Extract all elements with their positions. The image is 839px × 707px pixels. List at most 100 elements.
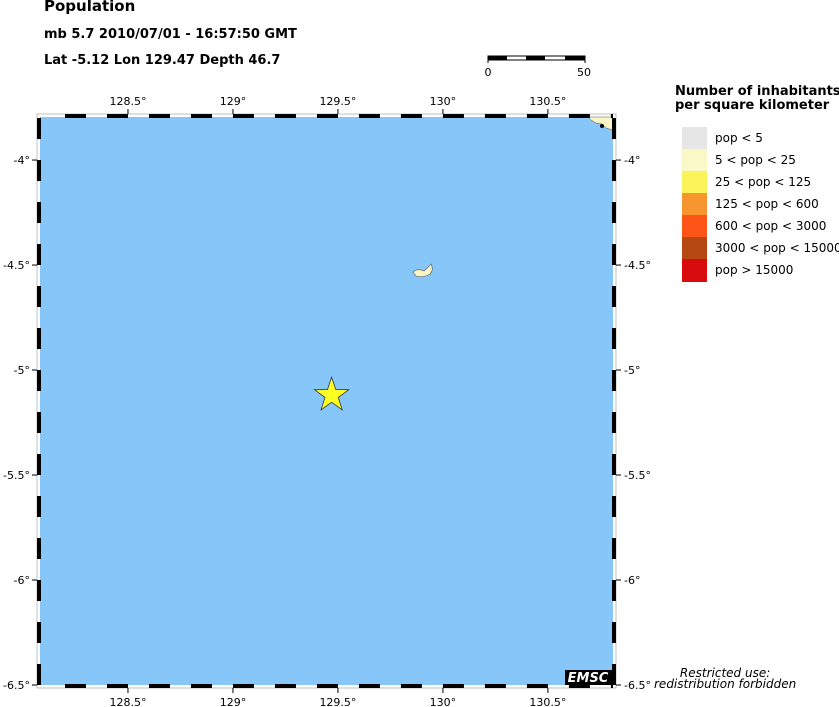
frame-segment (232, 684, 254, 688)
legend-label: 125 < pop < 600 (715, 197, 819, 211)
legend-label: pop > 15000 (715, 263, 794, 277)
lon-label-bottom: 129° (220, 696, 247, 707)
frame-segment (612, 160, 616, 182)
frame-segment (612, 286, 616, 308)
event-location: Lat -5.12 Lon 129.47 Depth 46.7 (44, 53, 281, 68)
lat-label-right: -4° (624, 154, 640, 167)
axis-ticks: 128.5° 128.5° 129° 129° 129.5° 129.5° 130° 130°… (3, 95, 651, 707)
lat-label-left: -4.5° (3, 259, 30, 272)
event-magnitude-time: mb 5.7 2010/07/01 - 16:57:50 GMT (44, 27, 297, 42)
lon-label-top: 129° (220, 95, 247, 108)
frame-segment (442, 114, 464, 118)
frame-segment (526, 114, 548, 118)
frame-segment (148, 684, 170, 688)
legend-item: 25 < pop < 125 (682, 171, 839, 194)
lat-label-right: -5.5° (624, 469, 651, 482)
lat-label-right: -6.5° (624, 679, 651, 692)
frame-segment (64, 684, 86, 688)
frame-segment (612, 412, 616, 434)
map-frame (36, 113, 617, 689)
lon-label-top: 129.5° (319, 95, 356, 108)
legend-item: 600 < pop < 3000 (682, 215, 839, 238)
frame-segment (37, 496, 41, 518)
map-title: Population (44, 0, 136, 15)
lon-label-top: 128.5° (109, 95, 146, 108)
lat-label-right: -6° (624, 574, 640, 587)
frame-segment (400, 114, 422, 118)
legend-label: 3000 < pop < 15000 (715, 241, 839, 255)
island (412, 263, 433, 277)
frame-segment (612, 664, 616, 685)
frame-segment (568, 114, 590, 118)
frame-segment (37, 286, 41, 308)
frame-segment (612, 580, 616, 602)
frame-segment (316, 684, 338, 688)
legend-swatch (682, 193, 707, 216)
legend-title-line1: Number of inhabitants (675, 84, 839, 99)
frame-segment (612, 370, 616, 392)
emsc-logo: EMSC (565, 670, 612, 686)
frame-segment (37, 454, 41, 476)
frame-segment (612, 202, 616, 224)
town-marker (600, 124, 604, 128)
scale-bar: 0 50 (485, 55, 591, 79)
frame-segment (37, 664, 41, 685)
frame-segment (37, 160, 41, 182)
frame-segment (612, 328, 616, 350)
lat-label-left: -5.5° (3, 469, 30, 482)
frame-segment (568, 684, 590, 688)
frame-segment (37, 622, 41, 644)
frame-segment (37, 328, 41, 350)
frame-segment (316, 114, 338, 118)
frame-segment (37, 412, 41, 434)
legend-swatch (682, 127, 707, 150)
scale-label-0: 0 (485, 66, 492, 79)
lat-label-right: -5° (624, 364, 640, 377)
frame-segment (358, 114, 380, 118)
frame-segment (37, 538, 41, 560)
legend-swatch (682, 149, 707, 172)
lon-label-bottom: 129.5° (319, 696, 356, 707)
legend-swatch (682, 171, 707, 194)
lon-label-bottom: 130.5° (529, 696, 566, 707)
frame-segment (612, 454, 616, 476)
frame-segment (190, 684, 212, 688)
legend-item: pop < 5 (682, 127, 839, 150)
frame-segment (64, 114, 86, 118)
frame-segment (610, 684, 613, 688)
legend-item: 125 < pop < 600 (682, 193, 839, 216)
restricted-line2: redistribution forbidden (654, 677, 797, 691)
frame-segment (232, 114, 254, 118)
frame-segment (37, 202, 41, 224)
legend-title-line2: per square kilometer (675, 98, 830, 113)
frame-segment (37, 244, 41, 266)
emsc-logo-text: EMSC (568, 671, 609, 686)
lon-label-bottom: 128.5° (109, 696, 146, 707)
legend-swatch (682, 259, 707, 282)
lat-label-right: -4.5° (624, 259, 651, 272)
frame-segment (484, 114, 506, 118)
frame-segment (37, 580, 41, 602)
frame-segment (484, 684, 506, 688)
lon-label-top: 130.5° (529, 95, 566, 108)
star-icon (313, 375, 351, 411)
legend-label: pop < 5 (715, 131, 763, 145)
frame-segment (148, 114, 170, 118)
frame-segment (612, 244, 616, 266)
frame-segment (358, 684, 380, 688)
lat-label-left: -4° (14, 154, 30, 167)
frame-segment (610, 114, 613, 118)
legend-item: 3000 < pop < 15000 (682, 237, 839, 260)
legend-item: 5 < pop < 25 (682, 149, 839, 172)
legend-label: 25 < pop < 125 (715, 175, 812, 189)
frame-segment (37, 370, 41, 392)
restricted-use-notice: Restricted use: redistribution forbidden (654, 667, 797, 691)
lat-label-left: -6.5° (3, 679, 30, 692)
frame-segment (400, 684, 422, 688)
frame-segment (190, 114, 212, 118)
frame-segment (37, 118, 41, 140)
legend-label: 600 < pop < 3000 (715, 219, 827, 233)
legend-title: Number of inhabitants per square kilomet… (675, 85, 839, 113)
legend-swatch (682, 237, 707, 260)
